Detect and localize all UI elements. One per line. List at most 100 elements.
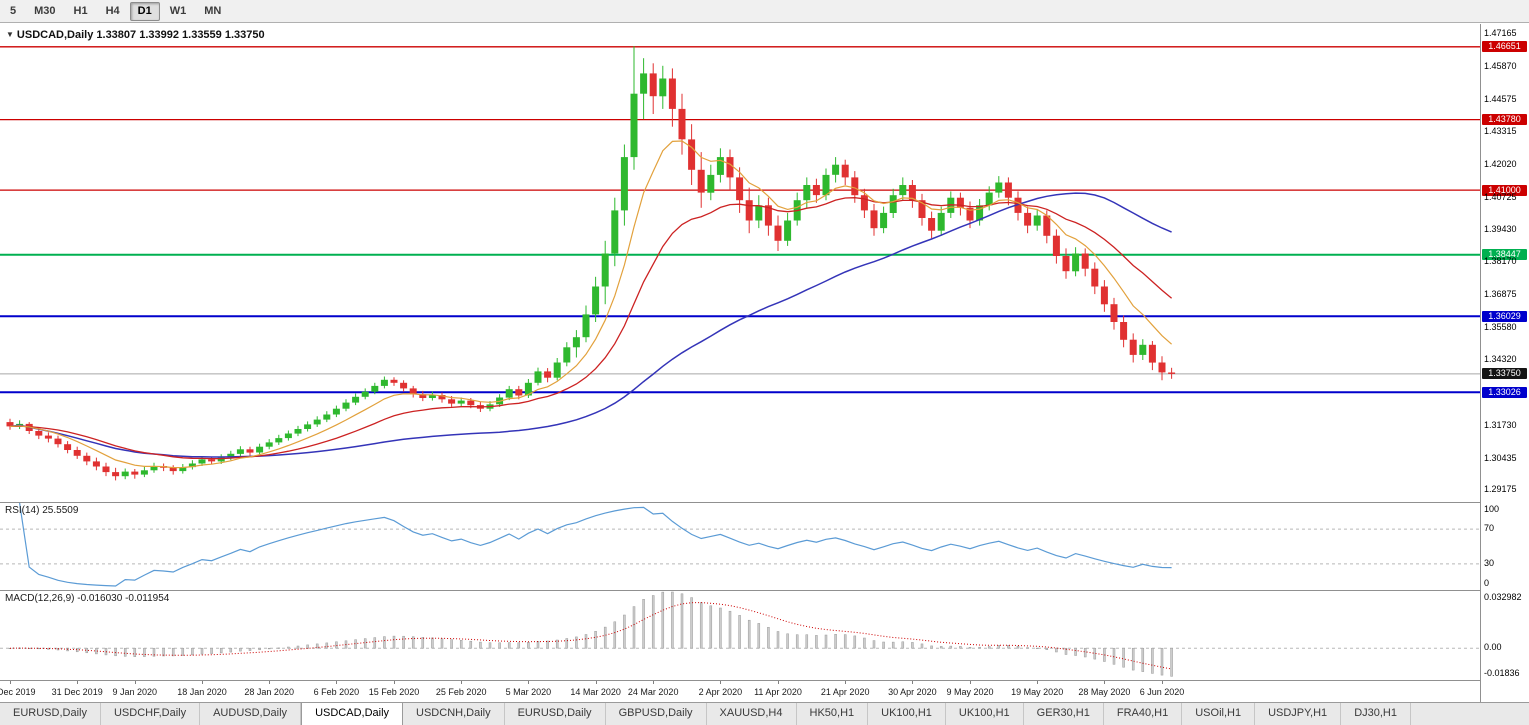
tab-usdcad-daily[interactable]: USDCAD,Daily xyxy=(301,703,404,725)
date-tick xyxy=(10,681,11,684)
price-axis[interactable]: 1.47165 1.46651 1.45870 1.44575 1.43780 1.433… xyxy=(1480,24,1529,702)
tab-audusd-daily[interactable]: AUDUSD,Daily xyxy=(200,703,302,725)
price-tick-label: 1.30435 xyxy=(1484,452,1517,463)
timeframe-button-w1[interactable]: W1 xyxy=(169,4,187,17)
timeframe-button-5[interactable]: 5 xyxy=(10,4,17,17)
macd-subchart[interactable] xyxy=(0,590,1480,680)
tab-usdchf-daily[interactable]: USDCHF,Daily xyxy=(101,703,201,725)
date-tick xyxy=(394,681,395,684)
date-tick xyxy=(778,681,779,684)
price-tick-label: 1.43315 xyxy=(1484,125,1517,136)
date-label: 31 Dec 2019 xyxy=(51,687,103,697)
price-tick-label: 1.47165 xyxy=(1484,28,1517,39)
date-tick xyxy=(528,681,530,684)
chart-symbol-label: USDCAD,Daily xyxy=(16,29,94,41)
date-tick xyxy=(336,681,338,684)
rsi-axis-label: 30 xyxy=(1484,557,1495,568)
price-tick-label: 1.39430 xyxy=(1484,224,1517,235)
price-line-badge[interactable]: 1.33026 xyxy=(1482,386,1527,398)
date-label: 21 Dec 2019 xyxy=(0,687,36,697)
date-label: 6 Feb 2020 xyxy=(313,687,360,697)
timeframe-button-h1[interactable]: H1 xyxy=(73,4,88,17)
date-label: 9 Jan 2020 xyxy=(112,687,158,697)
price-line-badge[interactable]: 1.41000 xyxy=(1482,184,1527,196)
price-tick-label: 1.38170 xyxy=(1484,256,1517,267)
macd-axis-label: 0.032982 xyxy=(1484,592,1522,602)
date-label: 24 Mar 2020 xyxy=(627,687,679,697)
timeframe-button-d1[interactable]: D1 xyxy=(129,1,160,21)
date-label: 18 Jan 2020 xyxy=(177,687,227,697)
price-line-badge[interactable]: 1.43780 xyxy=(1482,114,1527,126)
timeframe-button-h4[interactable]: H4 xyxy=(105,4,120,17)
date-tick xyxy=(653,681,655,684)
price-tick-label: 1.45870 xyxy=(1484,61,1517,72)
tab-dj30-h1[interactable]: DJ30,H1 xyxy=(1341,703,1411,725)
tab-hk50-h1[interactable]: HK50,H1 xyxy=(797,703,869,725)
date-tick xyxy=(269,681,271,684)
rsi-axis-label: 70 xyxy=(1484,523,1495,534)
date-tick xyxy=(720,681,722,684)
date-tick xyxy=(970,681,971,684)
chart-ohlc-values: 1.33807 1.33992 1.33559 1.33750 xyxy=(96,29,265,41)
chart-dropdown-icon[interactable]: ▼ xyxy=(6,30,14,39)
timeframe-button-m30[interactable]: M30 xyxy=(34,4,56,17)
tab-ger30-h1[interactable]: GER30,H1 xyxy=(1024,703,1104,725)
date-label: 21 Apr 2020 xyxy=(820,687,870,697)
date-label: 25 Feb 2020 xyxy=(435,687,487,697)
price-tick-label: 1.29175 xyxy=(1484,484,1517,495)
tab-fra40-h1[interactable]: FRA40,H1 xyxy=(1104,703,1183,725)
price-tick-label: 1.40725 xyxy=(1484,191,1517,202)
date-tick xyxy=(461,681,463,684)
tab-eurusd-daily[interactable]: EURUSD,Daily xyxy=(505,703,606,725)
price-line-badge[interactable]: 1.36029 xyxy=(1482,310,1527,322)
timeframe-toolbar: 5 M30 H1 H4 D1 W1 MN xyxy=(0,0,1529,23)
date-label: 14 Mar 2020 xyxy=(570,687,621,697)
date-label: 30 Apr 2020 xyxy=(888,687,937,697)
date-tick xyxy=(845,681,847,684)
price-line-badge[interactable]: 1.33750 xyxy=(1482,368,1527,380)
date-label: 6 Jun 2020 xyxy=(1139,687,1185,697)
price-line-badge[interactable]: 1.38447 xyxy=(1482,249,1527,261)
date-tick xyxy=(202,681,203,684)
date-label: 28 Jan 2020 xyxy=(244,687,294,697)
tab-usoil-h1[interactable]: USOil,H1 xyxy=(1182,703,1256,725)
date-axis[interactable]: 21 Dec 2019 31 Dec 2019 9 Jan 2020 18 Jan 2… xyxy=(0,680,1480,703)
price-tick-label: 1.36875 xyxy=(1484,289,1517,300)
date-label: 19 May 2020 xyxy=(1011,687,1064,697)
price-tick-label: 1.44575 xyxy=(1484,93,1517,104)
date-label: 11 Apr 2020 xyxy=(754,687,802,697)
price-tick-label: 1.42020 xyxy=(1484,158,1517,169)
date-label: 28 May 2020 xyxy=(1078,687,1131,697)
date-tick xyxy=(77,681,79,684)
tab-uk100-h1[interactable]: UK100,H1 xyxy=(868,703,946,725)
price-tick-label: 1.31730 xyxy=(1484,419,1517,430)
timeframe-button-mn[interactable]: MN xyxy=(204,4,222,17)
price-tick-label: 1.34320 xyxy=(1484,353,1517,364)
tab-uk100-h1[interactable]: UK100,H1 xyxy=(946,703,1024,725)
tab-eurusd-daily[interactable]: EURUSD,Daily xyxy=(0,703,101,725)
macd-axis-label: 0.00 xyxy=(1484,642,1502,653)
date-tick xyxy=(595,681,597,684)
date-label: 9 May 2020 xyxy=(946,687,994,697)
rsi-value: 25.5509 xyxy=(42,505,79,516)
rsi-subchart[interactable] xyxy=(0,502,1480,590)
rsi-axis-label: 0 xyxy=(1484,578,1490,588)
tab-gbpusd-daily[interactable]: GBPUSD,Daily xyxy=(606,703,707,725)
price-line-badge[interactable]: 1.46651 xyxy=(1482,41,1527,53)
rsi-axis-label: 100 xyxy=(1484,504,1500,514)
chart-title: ▼ USDCAD,Daily 1.33807 1.33992 1.33559 1.… xyxy=(6,29,265,41)
date-label: 2 Apr 2020 xyxy=(698,687,743,697)
rsi-indicator-label: RSI(14) 25.5509 xyxy=(5,505,79,516)
macd-indicator-label: MACD(12,26,9) -0.016030 -0.011954 xyxy=(5,593,170,604)
tab-usdcnh-daily[interactable]: USDCNH,Daily xyxy=(403,703,505,725)
chart-tab-bar: EURUSD,Daily USDCHF,Daily AUDUSD,Daily USDC… xyxy=(0,702,1529,725)
tab-usdjpy-h1[interactable]: USDJPY,H1 xyxy=(1255,703,1342,725)
date-tick xyxy=(134,681,136,684)
tab-xauusd-h4[interactable]: XAUUSD,H4 xyxy=(707,703,797,725)
main-price-chart[interactable] xyxy=(0,24,1480,502)
date-label: 5 Mar 2020 xyxy=(505,687,552,697)
date-tick xyxy=(1162,681,1163,684)
date-tick xyxy=(1104,681,1106,684)
date-tick xyxy=(912,681,914,684)
